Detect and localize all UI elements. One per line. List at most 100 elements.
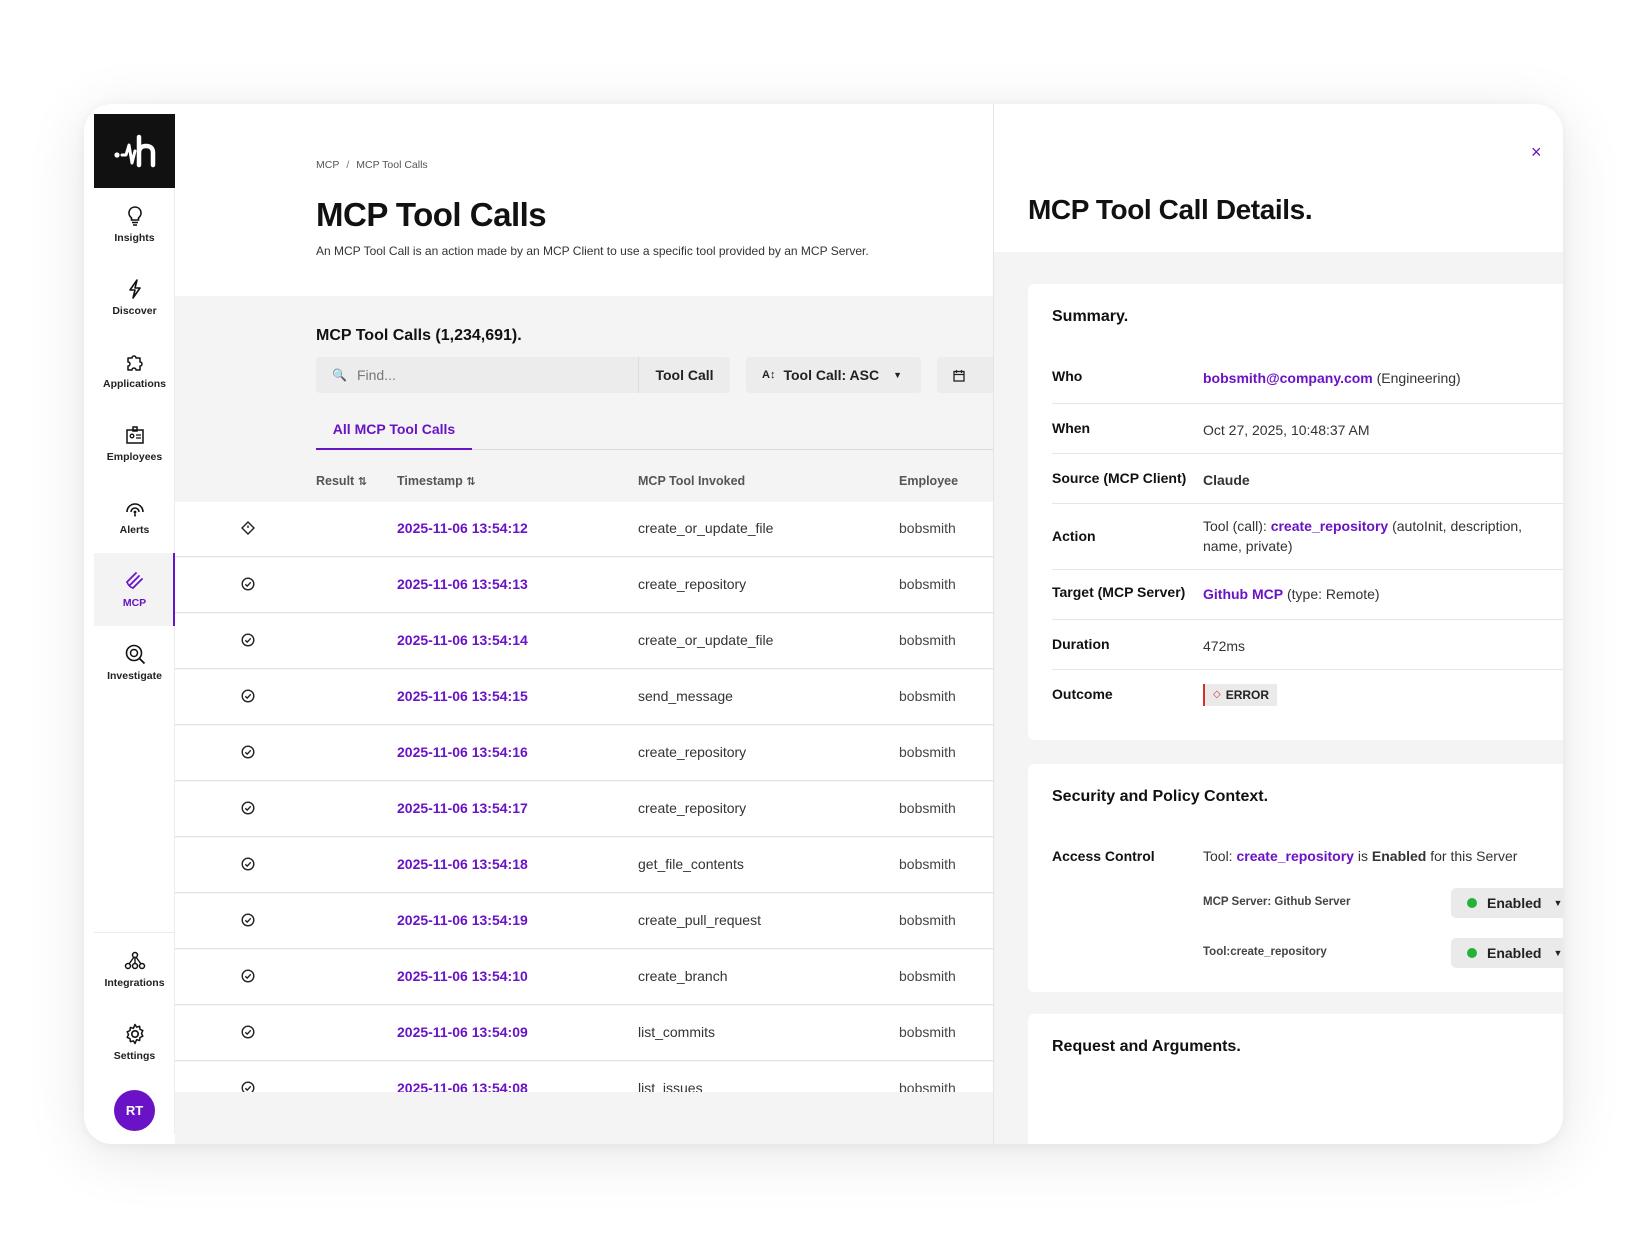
column-header-timestamp[interactable]: Timestamp ⇅	[397, 474, 476, 488]
server-enabled-dropdown[interactable]: Enabled ▼	[1451, 888, 1563, 918]
brand-logo[interactable]	[94, 114, 175, 188]
status-dot-green	[1467, 948, 1477, 958]
calendar-icon	[953, 369, 965, 382]
chevron-down-icon: ▼	[1553, 948, 1563, 958]
access-suffix: for this Server	[1430, 848, 1518, 864]
sidebar-item-mcp[interactable]: MCP	[94, 553, 176, 626]
table-row[interactable]: 2025-11-06 13:54:12 create_or_update_fil…	[175, 502, 993, 557]
timestamp-link[interactable]: 2025-11-06 13:54:12	[397, 520, 528, 536]
who-email-link[interactable]: bobsmith@company.com	[1203, 370, 1373, 386]
sort-icon: ⇅	[466, 476, 476, 488]
access-tool-link[interactable]: create_repository	[1236, 848, 1354, 864]
table-row[interactable]: 2025-11-06 13:54:09 list_commits bobsmit…	[175, 1006, 993, 1061]
action-prefix: Tool (call):	[1203, 518, 1267, 534]
column-header-result[interactable]: Result ⇅	[316, 474, 367, 488]
outcome-text: ERROR	[1225, 688, 1270, 702]
tool-enabled-dropdown[interactable]: Enabled ▼	[1451, 938, 1563, 968]
sidebar-item-insights[interactable]: Insights	[94, 188, 175, 261]
details-title: MCP Tool Call Details.	[1028, 194, 1313, 225]
table-row[interactable]: 2025-11-06 13:54:10 create_branch bobsmi…	[175, 950, 993, 1005]
results-count-title: MCP Tool Calls (1,234,691).	[316, 327, 522, 344]
employee-name: bobsmith	[899, 1080, 956, 1092]
summary-row-target: Target (MCP Server) Github MCP (type: Re…	[1052, 570, 1563, 620]
close-icon[interactable]: ×	[1531, 142, 1542, 162]
sidebar-item-alerts[interactable]: Alerts	[94, 480, 175, 553]
table-header: Result ⇅ Timestamp ⇅ MCP Tool Invoked Em…	[175, 462, 993, 502]
timestamp-link[interactable]: 2025-11-06 13:54:15	[397, 688, 528, 704]
timestamp-link[interactable]: 2025-11-06 13:54:10	[397, 968, 528, 984]
employee-name: bobsmith	[899, 800, 956, 816]
action-tool-link[interactable]: create_repository	[1270, 518, 1389, 534]
timestamp-link[interactable]: 2025-11-06 13:54:19	[397, 912, 528, 928]
duration-value: 472ms	[1203, 638, 1246, 654]
table-row[interactable]: 2025-11-06 13:54:16 create_repository bo…	[175, 726, 993, 781]
tool-name: create_or_update_file	[638, 632, 774, 648]
timestamp-link[interactable]: 2025-11-06 13:54:18	[397, 856, 528, 872]
outcome-value: ◇ ERROR	[1203, 682, 1278, 706]
search-placeholder: Find...	[356, 367, 396, 383]
who-department: (Engineering)	[1376, 370, 1461, 386]
sidebar-item-integrations[interactable]: Integrations	[94, 933, 175, 1006]
timestamp-link[interactable]: 2025-11-06 13:54:16	[397, 744, 528, 760]
success-check-icon	[241, 801, 255, 815]
target-link[interactable]: Github MCP	[1203, 586, 1284, 602]
access-enabled: Enabled	[1371, 848, 1427, 864]
chevron-down-icon: ▼	[893, 370, 903, 380]
search-input[interactable]: 🔍 Find...	[316, 357, 638, 393]
radar-icon	[124, 497, 146, 519]
timestamp-link[interactable]: 2025-11-06 13:54:09	[397, 1024, 528, 1040]
tool-policy-label: Tool:create_repository	[1203, 946, 1327, 958]
table-row[interactable]: 2025-11-06 13:54:08 list_issues bobsmith	[175, 1062, 993, 1092]
summary-row-outcome: Outcome ◇ ERROR	[1052, 670, 1563, 720]
avatar[interactable]: RT	[114, 1090, 155, 1131]
timestamp-link[interactable]: 2025-11-06 13:54:17	[397, 800, 528, 816]
summary-title: Summary.	[1052, 308, 1129, 325]
column-header-employee[interactable]: Employee	[899, 474, 959, 488]
employee-name: bobsmith	[899, 912, 956, 928]
employee-name: bobsmith	[899, 744, 956, 760]
sidebar-item-investigate[interactable]: Investigate	[94, 626, 175, 699]
source-label: Source (MCP Client)	[1052, 470, 1187, 486]
table-row[interactable]: 2025-11-06 13:54:17 create_repository bo…	[175, 782, 993, 837]
sidebar-item-label: Integrations	[104, 977, 165, 989]
date-filter-button[interactable]	[937, 357, 997, 393]
sidebar-item-discover[interactable]: Discover	[94, 261, 175, 334]
table-body: 2025-11-06 13:54:12 create_or_update_fil…	[175, 502, 993, 1092]
timestamp-link[interactable]: 2025-11-06 13:54:14	[397, 632, 528, 648]
access-is: is	[1357, 848, 1368, 864]
tab-all-mcp-tool-calls[interactable]: All MCP Tool Calls	[316, 418, 472, 450]
outcome-label: Outcome	[1052, 686, 1113, 702]
search-mode-select[interactable]: Tool Call	[638, 357, 730, 393]
summary-row-when: When Oct 27, 2025, 10:48:37 AM	[1052, 404, 1563, 454]
timestamp-link[interactable]: 2025-11-06 13:54:13	[397, 576, 528, 592]
table-row[interactable]: 2025-11-06 13:54:13 create_repository bo…	[175, 558, 993, 613]
employee-name: bobsmith	[899, 856, 956, 872]
error-diamond-icon: ◇	[1213, 689, 1221, 700]
column-header-tool[interactable]: MCP Tool Invoked	[638, 474, 746, 488]
breadcrumb: MCP / MCP Tool Calls	[316, 159, 428, 171]
table-row[interactable]: 2025-11-06 13:54:15 send_message bobsmit…	[175, 670, 993, 725]
table-row[interactable]: 2025-11-06 13:54:19 create_pull_request …	[175, 894, 993, 949]
search-icon: 🔍	[332, 368, 347, 382]
page-header: MCP / MCP Tool Calls MCP Tool Calls An MCP…	[175, 104, 993, 296]
sort-dropdown[interactable]: A↕ Tool Call: ASC ▼	[746, 357, 921, 393]
success-check-icon	[241, 1081, 255, 1092]
when-value: Oct 27, 2025, 10:48:37 AM	[1203, 422, 1370, 438]
summary-row-who: Who bobsmith@company.com (Engineering)	[1052, 354, 1563, 404]
sidebar-item-employees[interactable]: Employees	[94, 407, 175, 480]
source-link[interactable]: Claude	[1203, 472, 1250, 488]
id-badge-icon	[124, 424, 146, 446]
tool-name: create_repository	[638, 744, 747, 760]
table-row[interactable]: 2025-11-06 13:54:18 get_file_contents bo…	[175, 838, 993, 893]
error-diamond-icon	[241, 521, 255, 535]
sidebar: Insights Discover Applications Employees…	[94, 114, 176, 1134]
breadcrumb-item-mcp[interactable]: MCP	[316, 159, 340, 171]
tool-name: get_file_contents	[638, 856, 744, 872]
timestamp-link[interactable]: 2025-11-06 13:54:08	[397, 1080, 528, 1092]
sidebar-item-settings[interactable]: Settings	[94, 1006, 175, 1079]
success-check-icon	[241, 689, 255, 703]
table-row[interactable]: 2025-11-06 13:54:14 create_or_update_fil…	[175, 614, 993, 669]
tool-name: create_repository	[638, 576, 747, 592]
sidebar-item-applications[interactable]: Applications	[94, 334, 175, 407]
status-dot-green	[1467, 898, 1477, 908]
